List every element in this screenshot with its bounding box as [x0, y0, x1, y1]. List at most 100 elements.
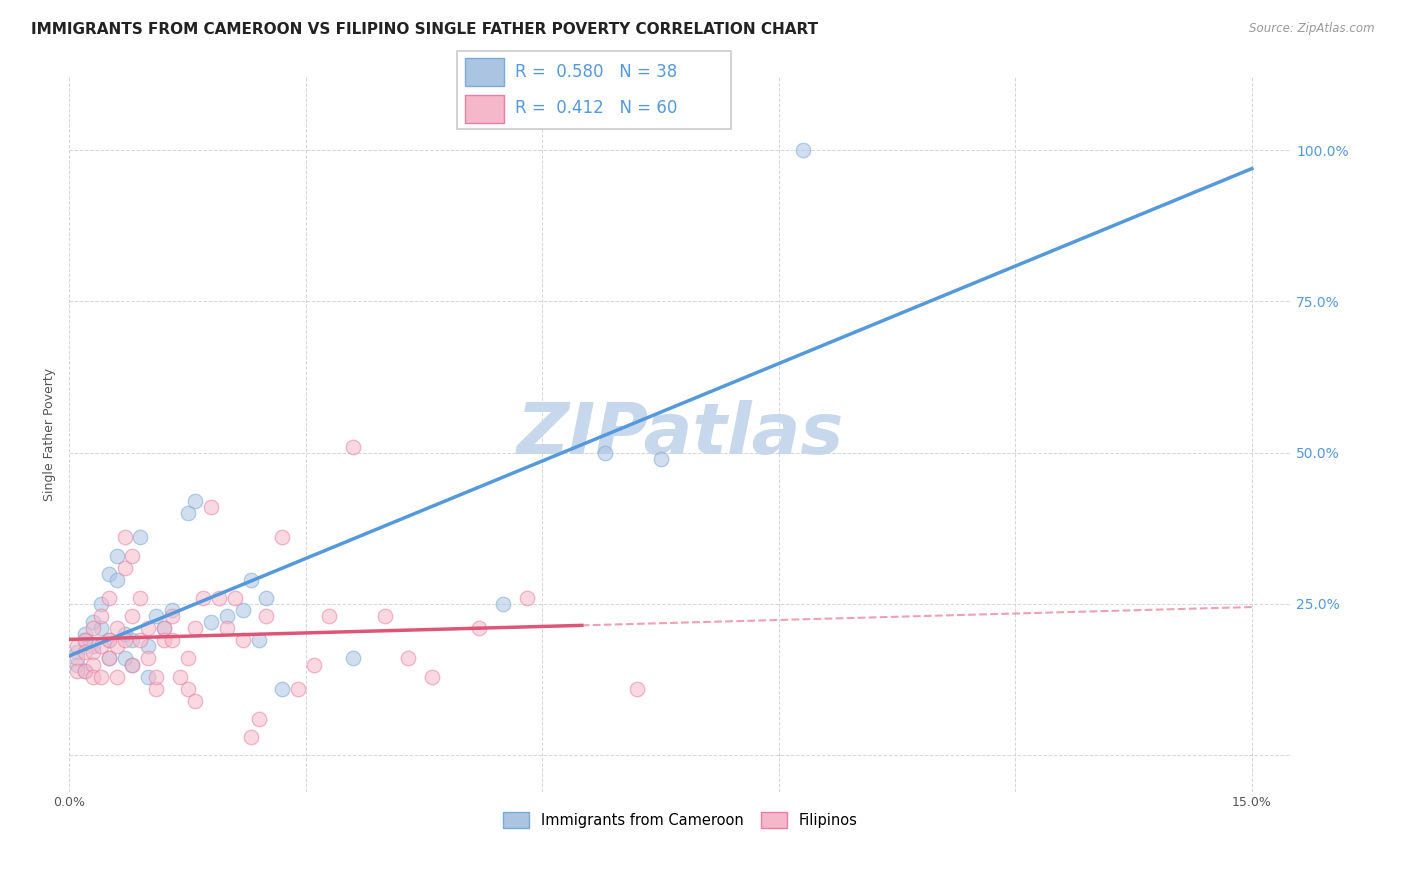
- Point: [75, 627, 97, 641]
- Point: [200, 500, 222, 515]
- Point: [271, 530, 294, 544]
- Point: [184, 621, 207, 635]
- Point: [105, 670, 128, 684]
- Point: [374, 609, 396, 624]
- Point: [224, 591, 246, 605]
- Point: [232, 603, 254, 617]
- Point: [97, 591, 120, 605]
- Point: [208, 591, 231, 605]
- Point: [342, 440, 364, 454]
- Point: [129, 591, 152, 605]
- Point: [239, 573, 262, 587]
- Point: [254, 609, 277, 624]
- Point: [136, 670, 159, 684]
- Point: [492, 597, 515, 611]
- Point: [82, 621, 104, 635]
- Point: [114, 633, 136, 648]
- Point: [153, 621, 176, 635]
- FancyBboxPatch shape: [457, 51, 731, 129]
- Point: [90, 621, 112, 635]
- Point: [121, 609, 143, 624]
- Point: [82, 645, 104, 659]
- Point: [318, 609, 340, 624]
- Point: [200, 615, 222, 629]
- Point: [239, 730, 262, 744]
- Point: [160, 633, 183, 648]
- Point: [97, 633, 120, 648]
- Point: [75, 633, 97, 648]
- Point: [650, 451, 672, 466]
- Text: ZIPatlas: ZIPatlas: [516, 400, 844, 469]
- Point: [97, 651, 120, 665]
- Point: [215, 609, 238, 624]
- Point: [160, 609, 183, 624]
- Point: [97, 633, 120, 648]
- Point: [215, 621, 238, 635]
- Point: [145, 681, 167, 696]
- Text: IMMIGRANTS FROM CAMEROON VS FILIPINO SINGLE FATHER POVERTY CORRELATION CHART: IMMIGRANTS FROM CAMEROON VS FILIPINO SIN…: [31, 22, 818, 37]
- Point: [153, 621, 176, 635]
- Point: [82, 615, 104, 629]
- Point: [105, 549, 128, 563]
- Point: [75, 664, 97, 678]
- Point: [626, 681, 648, 696]
- Point: [90, 609, 112, 624]
- Point: [153, 633, 176, 648]
- Point: [420, 670, 443, 684]
- Point: [247, 712, 270, 726]
- Point: [114, 627, 136, 641]
- Legend: Immigrants from Cameroon, Filipinos: Immigrants from Cameroon, Filipinos: [496, 805, 863, 834]
- Point: [254, 591, 277, 605]
- Point: [121, 549, 143, 563]
- Point: [193, 591, 215, 605]
- Y-axis label: Single Father Poverty: Single Father Poverty: [44, 368, 56, 501]
- Point: [184, 694, 207, 708]
- Point: [129, 530, 152, 544]
- Point: [121, 657, 143, 672]
- Point: [105, 640, 128, 654]
- Point: [176, 506, 198, 520]
- Point: [90, 670, 112, 684]
- Point: [114, 651, 136, 665]
- FancyBboxPatch shape: [465, 58, 503, 87]
- Point: [66, 645, 89, 659]
- Point: [176, 651, 198, 665]
- FancyBboxPatch shape: [465, 95, 503, 123]
- Point: [121, 633, 143, 648]
- Point: [247, 633, 270, 648]
- Point: [129, 633, 152, 648]
- Text: R =  0.580   N = 38: R = 0.580 N = 38: [515, 63, 676, 81]
- Point: [232, 633, 254, 648]
- Point: [82, 657, 104, 672]
- Point: [66, 664, 89, 678]
- Point: [176, 681, 198, 696]
- Point: [82, 670, 104, 684]
- Point: [97, 566, 120, 581]
- Point: [145, 609, 167, 624]
- Point: [302, 657, 325, 672]
- Point: [75, 664, 97, 678]
- Point: [136, 651, 159, 665]
- Point: [75, 633, 97, 648]
- Point: [595, 445, 617, 459]
- Point: [114, 560, 136, 574]
- Point: [90, 597, 112, 611]
- Point: [75, 645, 97, 659]
- Point: [184, 494, 207, 508]
- Point: [468, 621, 491, 635]
- Point: [136, 640, 159, 654]
- Point: [342, 651, 364, 665]
- Point: [66, 657, 89, 672]
- Point: [121, 657, 143, 672]
- Point: [145, 670, 167, 684]
- Point: [82, 640, 104, 654]
- Point: [114, 530, 136, 544]
- Point: [66, 640, 89, 654]
- Point: [97, 651, 120, 665]
- Point: [792, 143, 814, 157]
- Text: R =  0.412   N = 60: R = 0.412 N = 60: [515, 99, 676, 117]
- Point: [136, 621, 159, 635]
- Point: [160, 603, 183, 617]
- Point: [287, 681, 309, 696]
- Point: [516, 591, 538, 605]
